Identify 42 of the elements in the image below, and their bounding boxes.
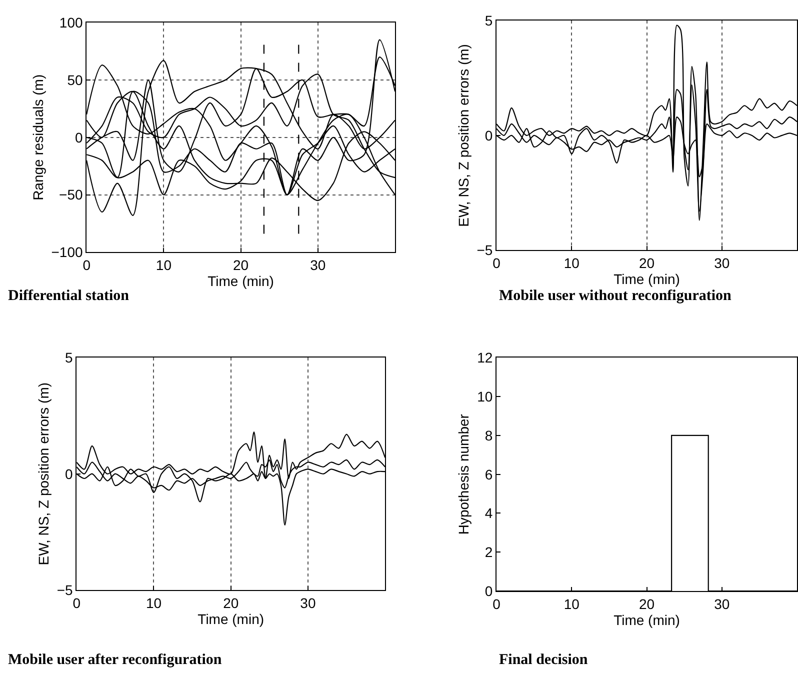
y-tick-label: 0 [65,466,74,482]
x-tick-label: 20 [223,594,239,611]
y-axis-title: EW, NS, Z position errors (m) [35,382,52,566]
y-tick-label: 12 [477,350,493,366]
x-axis-title: Time (min) [208,272,274,289]
x-tick-label: 30 [714,596,730,612]
text: Mobile user without reconfiguration [499,288,732,304]
y-tick-label: 5 [484,12,493,29]
y-axis-title: Hypothesis number [456,414,472,535]
y-tick-label: 5 [65,350,74,366]
x-tick-label: 10 [564,255,580,272]
y-tick-label: 0 [74,129,83,146]
y-tick-label: 0 [484,127,493,144]
y-axis-title: EW, NS, Z position errors (m) [455,44,472,227]
y-tick-label: 4 [484,505,493,522]
text: Final decision [499,652,588,668]
text: Differential station [8,288,130,304]
x-tick-label: 30 [300,594,316,611]
y-tick-label: 50 [67,72,83,88]
x-tick-label: 10 [156,256,172,273]
y-tick-label: 100 [59,14,83,31]
y-tick-label: 8 [484,427,493,444]
x-tick-label: 10 [564,596,580,612]
y-axis-title: Range residuals (m) [30,74,46,200]
x-tick-label: 20 [638,596,655,612]
y-tick-label: 2 [484,544,493,560]
x-tick-label: 30 [310,256,326,273]
x-axis-title: Time (min) [614,612,680,628]
y-tick-label: −5 [56,582,74,598]
x-tick-label: 10 [146,594,162,611]
x-axis-title: Time (min) [614,271,680,288]
y-tick-label: −5 [476,242,493,258]
x-tick-label: 20 [638,255,655,272]
text: Mobile user after reconfiguration [8,652,222,668]
y-tick-label: 0 [484,582,493,599]
y-tick-label: 10 [477,388,493,404]
y-tick-label: −50 [59,186,83,203]
y-tick-label: 6 [484,466,493,482]
x-tick-label: 30 [714,255,730,272]
x-tick-label: 20 [233,256,249,273]
x-axis-title: Time (min) [198,610,264,627]
y-tick-label: −100 [51,244,83,260]
